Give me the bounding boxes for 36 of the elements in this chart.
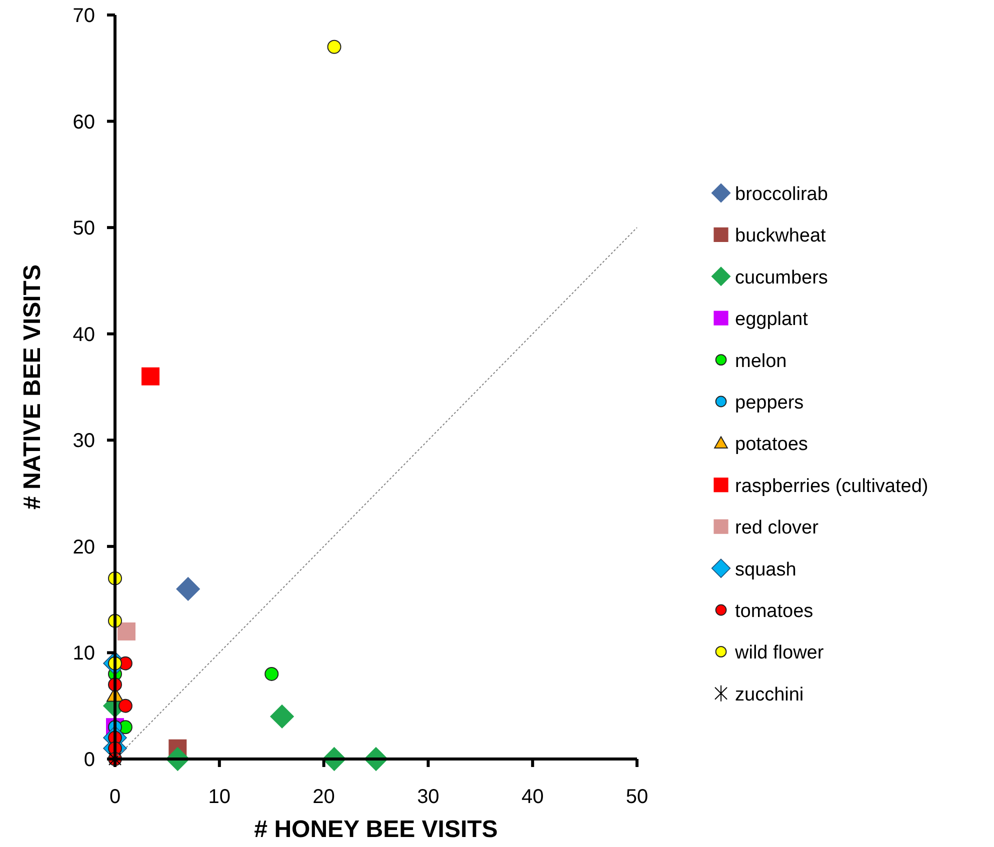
y-tick-label: 50 (72, 218, 95, 240)
legend-label: tomatoes (735, 601, 814, 622)
point (270, 704, 294, 728)
legend-label: potatoes (735, 434, 808, 456)
x-tick-label: 20 (312, 786, 335, 808)
y-tick-label: 0 (84, 749, 95, 771)
y-tick-label: 60 (72, 111, 95, 134)
x-tick-label: 40 (521, 786, 544, 808)
legend-label: zucchini (735, 684, 804, 706)
point (141, 367, 160, 386)
legend-label: cucumbers (735, 267, 828, 288)
legend-label: red clover (735, 518, 820, 539)
x-axis-title: # HONEY BEE VISITS (254, 816, 498, 843)
point (176, 577, 200, 601)
legend-label: buckwheat (735, 226, 827, 247)
legend-label: peppers (735, 392, 804, 414)
x-tick-label: 10 (208, 786, 231, 808)
y-tick-label: 30 (72, 430, 95, 452)
legend-label: melon (735, 350, 787, 372)
legend-label: squash (735, 559, 796, 580)
point (264, 666, 279, 681)
y-tick-label: 70 (72, 5, 95, 27)
x-tick-label: 50 (626, 786, 648, 808)
legend-label: broccolirab (735, 184, 828, 205)
legend-label: eggplant (735, 309, 809, 330)
y-tick-label: 10 (72, 642, 95, 665)
y-axis-title: # NATIVE BEE VISITS (19, 264, 46, 510)
point (327, 40, 342, 54)
x-tick-label: 0 (109, 786, 121, 808)
y-tick-label: 40 (72, 324, 95, 346)
point (118, 698, 132, 713)
legend-label: wild flower (734, 642, 824, 664)
x-tick-label: 30 (417, 786, 440, 808)
point (117, 622, 136, 640)
y-tick-label: 20 (72, 536, 95, 558)
legend-label: raspberries (cultivated) (735, 476, 928, 497)
